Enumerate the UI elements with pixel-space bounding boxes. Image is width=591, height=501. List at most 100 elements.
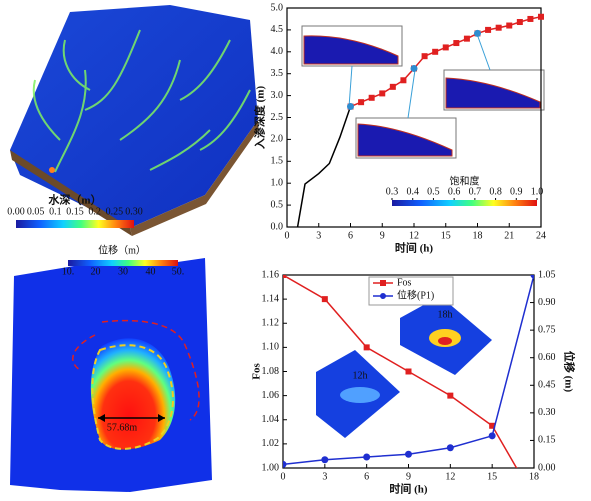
colorbar-tick-label: 10. [62,266,75,277]
point [527,15,534,22]
colorbar-tick-label: 0.00 [7,206,25,217]
y-tick-label: 5.0 [271,2,284,13]
point [516,19,523,26]
colorbar-tick-label: 0.05 [27,206,45,217]
y2-tick-label: 0.90 [538,297,556,308]
y-tick-label: 3.0 [271,90,284,101]
point [283,460,287,468]
annotation: 12h [353,370,368,381]
x-tick-label: 12 [445,471,455,482]
y-tick-label: 4.5 [271,24,284,35]
legend-label: Fos [397,277,412,288]
x-tick-label: 21 [504,230,514,241]
colorbar-tick-label: 0.8 [489,186,502,197]
legend-marker [380,293,386,299]
y-axis-label: Fos [251,363,263,380]
colorbar-tick-label: 0.4 [406,186,419,197]
point [463,35,470,42]
annotation: 57.68m [107,422,138,433]
colorbar-tick-label: 30 [118,266,128,277]
y-tick-label: 0.0 [271,221,284,232]
x-tick-label: 9 [380,230,385,241]
x-tick-label: 6 [364,471,369,482]
colorbar-tick-label: 0.6 [448,186,461,197]
y-tick-label: 1.14 [262,293,280,304]
y-tick-label: 1.12 [262,318,280,329]
colorbar-tick-label: 0.3 [386,186,399,197]
y-tick-label: 1.5 [271,156,284,167]
point [363,453,371,461]
y-tick-label: 1.08 [262,366,280,377]
colorbar-tick-label: 0.1 [49,206,62,217]
y-tick-label: 2.5 [271,112,284,123]
point [447,392,454,399]
series-line [296,106,352,228]
colorbar-tick-label: 0.5 [427,186,440,197]
y2-tick-label: 0.15 [538,435,556,446]
point [432,48,439,55]
y-tick-label: 1.10 [262,342,280,353]
x-tick-label: 24 [536,230,546,241]
point [495,24,502,31]
point [358,99,365,106]
point [530,275,534,279]
colorbar-tick-label: 0.2 [88,206,101,217]
y-tick-label: 1.04 [262,414,280,425]
x-tick-label: 3 [322,471,327,482]
y-tick-label: 1.02 [262,438,280,449]
point [363,344,370,351]
point [474,29,481,37]
y2-tick-label: 0.60 [538,352,556,363]
x-tick-label: 3 [316,230,321,241]
plot-area [296,13,544,228]
point [283,275,286,278]
x-tick-label: 18 [529,471,539,482]
legend-marker [380,280,386,286]
y2-tick-label: 0.00 [538,462,556,473]
colorbar-tick-label: 0.15 [66,206,84,217]
y-tick-label: 3.5 [271,68,284,79]
point [400,77,407,84]
x-tick-label: 9 [406,471,411,482]
colorbar-tick-label: 20 [91,266,101,277]
point [446,444,454,452]
legend-label: 位移(P1) [397,288,434,301]
x-axis-label: 时间 (h) [395,241,434,255]
y-tick-label: 1.00 [262,462,280,473]
y2-axis-label: 位移 (m) [562,351,576,393]
point [389,83,396,90]
point [485,26,492,33]
point [368,94,375,101]
point [538,13,544,20]
terrain-image [10,5,258,236]
point [405,450,412,458]
x-tick-label: 18 [473,230,483,241]
point [488,432,496,440]
colorbar-tick-label: 0.25 [106,206,124,217]
colorbar-tick-label: 0.9 [510,186,523,197]
colorbar-tick-label: 40 [146,266,156,277]
colorbar-tick-label: 0.7 [469,186,482,197]
colorbar-title: 位移（m） [98,243,146,256]
y-tick-label: 1.16 [262,269,280,280]
point [405,368,412,375]
plot-area [283,275,534,468]
colorbar-title: 水深（m） [48,193,101,207]
colorbar-tick-label: 50. [172,266,185,277]
y-tick-label: 2.0 [271,134,284,145]
point [442,44,449,51]
point [321,296,328,303]
colorbar-tick-label: 0.30 [125,206,143,217]
annotation: 18h [438,309,453,320]
point [410,64,418,72]
y-axis-label: 入渗深度 (m) [253,86,267,150]
y2-tick-label: 0.45 [538,380,556,391]
y2-tick-label: 0.75 [538,324,556,335]
x-tick-label: 6 [348,230,353,241]
x-tick-label: 15 [487,471,497,482]
displacement-image [10,258,212,492]
x-tick-label: 15 [441,230,451,241]
x-tick-label: 12 [409,230,419,241]
inset-images [301,25,545,438]
